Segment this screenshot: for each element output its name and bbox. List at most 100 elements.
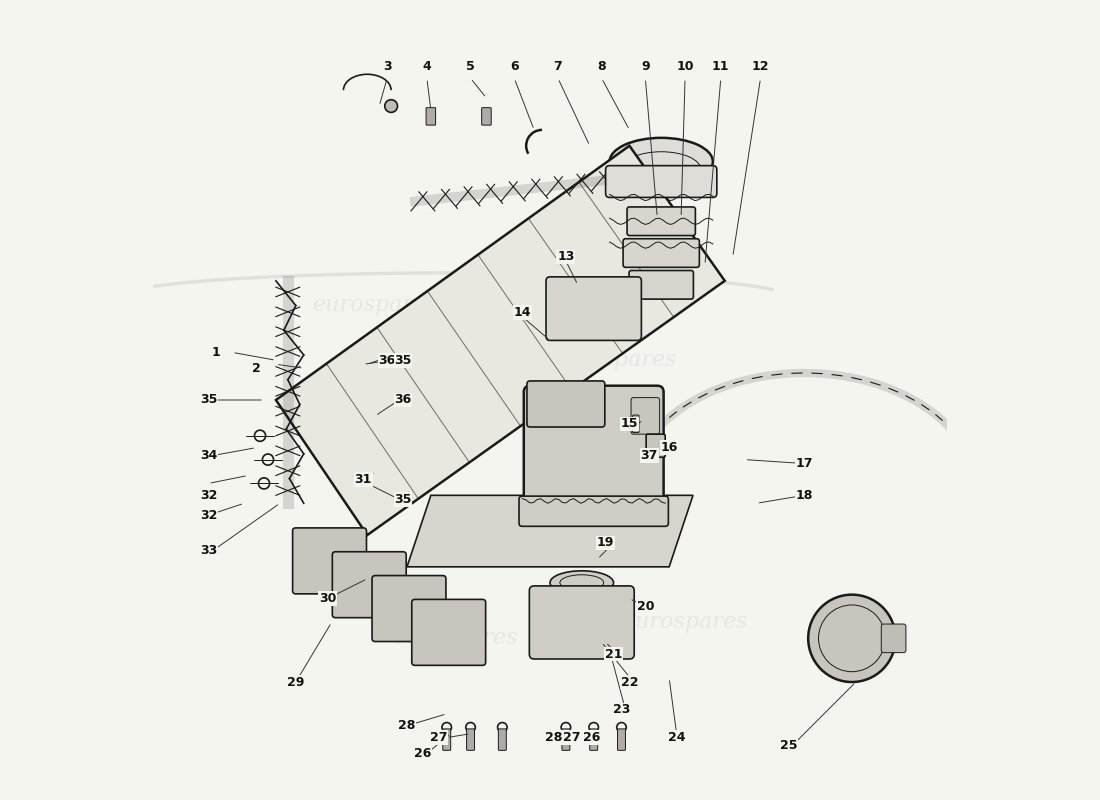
Text: 8: 8 [597,60,606,73]
FancyBboxPatch shape [606,166,717,198]
Text: 30: 30 [319,592,337,605]
FancyBboxPatch shape [519,496,669,526]
Text: 3: 3 [383,60,392,73]
Text: eurospares: eurospares [623,611,748,634]
Text: 25: 25 [780,739,798,752]
Circle shape [354,438,373,457]
Ellipse shape [572,519,607,543]
Text: 6: 6 [510,60,518,73]
Text: 31: 31 [354,473,372,486]
FancyBboxPatch shape [627,207,695,235]
Ellipse shape [554,426,586,470]
Text: 24: 24 [669,731,686,744]
FancyBboxPatch shape [562,729,570,750]
Text: 7: 7 [553,60,562,73]
Ellipse shape [591,607,613,638]
Text: 27: 27 [563,731,581,744]
Text: 34: 34 [200,449,217,462]
Ellipse shape [453,519,488,543]
Circle shape [385,100,397,113]
Text: 14: 14 [514,306,531,319]
Ellipse shape [560,434,580,462]
Text: eurospares: eurospares [312,294,438,316]
FancyBboxPatch shape [617,729,626,750]
Ellipse shape [551,607,573,638]
Ellipse shape [602,426,634,470]
FancyBboxPatch shape [332,552,406,618]
Circle shape [359,443,369,453]
Text: 26: 26 [583,731,601,744]
FancyBboxPatch shape [529,586,635,659]
FancyBboxPatch shape [466,729,474,750]
Text: 9: 9 [641,60,650,73]
Text: 18: 18 [795,489,813,502]
FancyBboxPatch shape [372,575,446,642]
Circle shape [373,465,386,478]
FancyBboxPatch shape [646,434,666,457]
Ellipse shape [565,263,621,283]
FancyBboxPatch shape [631,398,660,434]
Text: 5: 5 [466,60,475,73]
FancyBboxPatch shape [623,238,700,267]
Ellipse shape [312,549,327,569]
FancyBboxPatch shape [590,729,597,750]
Text: 16: 16 [660,441,678,454]
Text: 35: 35 [200,394,217,406]
Text: 33: 33 [200,545,217,558]
Text: 12: 12 [751,60,769,73]
Ellipse shape [352,573,366,593]
Text: eurospares: eurospares [392,627,517,650]
Ellipse shape [431,621,446,640]
Ellipse shape [451,621,465,640]
FancyBboxPatch shape [482,108,492,125]
Ellipse shape [411,597,426,617]
Ellipse shape [508,519,544,543]
Ellipse shape [609,138,713,186]
Text: 11: 11 [712,60,729,73]
Circle shape [361,490,371,500]
Circle shape [808,594,895,682]
FancyBboxPatch shape [629,270,693,299]
Text: 13: 13 [558,250,574,263]
Text: 1: 1 [212,346,221,359]
Text: 15: 15 [620,418,638,430]
Text: 28: 28 [398,719,416,732]
Text: eurospares: eurospares [551,350,676,371]
FancyBboxPatch shape [527,381,605,427]
Text: 21: 21 [605,648,623,661]
Ellipse shape [331,549,345,569]
Ellipse shape [550,571,614,594]
Text: 37: 37 [640,449,658,462]
Text: 19: 19 [597,537,614,550]
Ellipse shape [372,573,386,593]
FancyBboxPatch shape [411,599,486,666]
Text: 32: 32 [200,509,217,522]
Text: 22: 22 [620,675,638,689]
Text: 27: 27 [430,731,448,744]
Text: 36: 36 [378,354,396,366]
Circle shape [350,390,368,410]
Text: 35: 35 [394,493,411,506]
FancyBboxPatch shape [442,729,451,750]
FancyBboxPatch shape [524,386,663,510]
Text: 2: 2 [252,362,261,374]
Text: 10: 10 [676,60,694,73]
Polygon shape [407,495,693,567]
Ellipse shape [607,434,627,462]
Circle shape [654,446,666,457]
FancyBboxPatch shape [498,729,506,750]
Text: 4: 4 [422,60,431,73]
Polygon shape [276,146,725,535]
Text: 32: 32 [200,489,217,502]
FancyBboxPatch shape [632,415,639,433]
Text: 20: 20 [637,600,654,613]
Text: 17: 17 [795,457,813,470]
FancyBboxPatch shape [293,528,366,594]
FancyBboxPatch shape [881,624,906,653]
Circle shape [356,486,375,505]
Text: 35: 35 [394,354,411,366]
Ellipse shape [392,597,406,617]
Text: 26: 26 [415,747,431,760]
Circle shape [365,457,394,486]
FancyBboxPatch shape [546,277,641,341]
